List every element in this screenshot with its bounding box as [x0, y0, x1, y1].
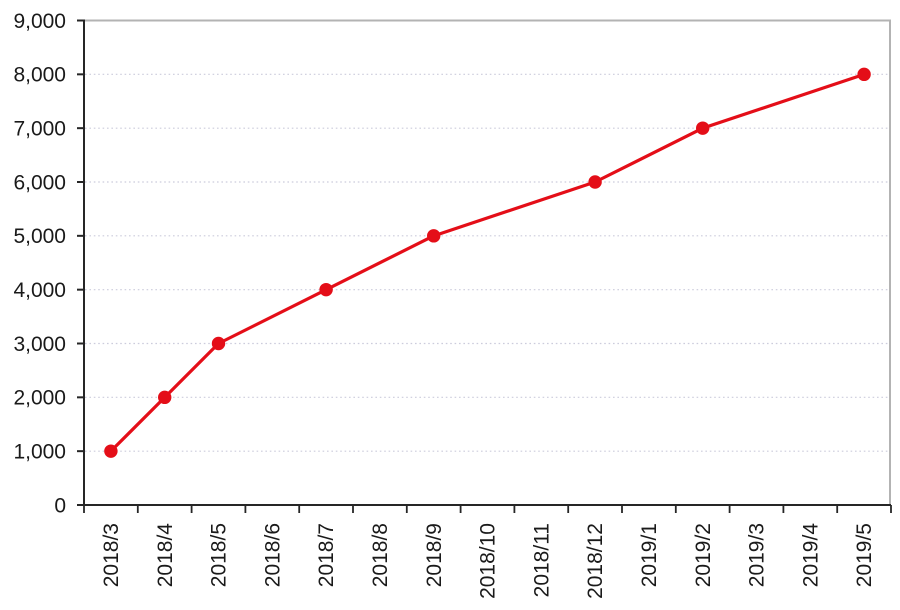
- y-axis-tick-label: 6,000: [13, 171, 66, 194]
- x-axis-tick-label: 2018/10: [477, 523, 500, 599]
- x-axis-tick-label: 2018/7: [315, 523, 338, 587]
- x-axis-tick-label: 2018/11: [530, 523, 553, 597]
- x-axis-tick-label: 2019/3: [746, 523, 769, 587]
- x-axis-tick-label: 2019/4: [799, 523, 822, 588]
- y-axis-tick-label: 9,000: [13, 10, 66, 33]
- y-axis-tick-label: 2,000: [13, 387, 66, 410]
- y-axis-tick-label: 5,000: [13, 225, 66, 248]
- x-axis-tick-label: 2018/3: [100, 523, 123, 587]
- data-point: [104, 444, 118, 458]
- data-point: [211, 336, 226, 351]
- data-point: [588, 175, 602, 189]
- data-point: [158, 390, 172, 405]
- x-axis-tick-label: 2018/8: [369, 523, 392, 587]
- x-axis-tick-label: 2019/1: [638, 523, 661, 587]
- x-axis-tick-label: 2018/4: [154, 523, 177, 588]
- y-axis-tick-label: 0: [54, 494, 66, 517]
- x-axis-tick-label: 2018/5: [208, 523, 231, 587]
- data-point: [857, 67, 871, 82]
- x-axis-tick-label: 2018/6: [261, 523, 284, 587]
- series-line: [109, 72, 866, 453]
- y-axis-tick-label: 8,000: [13, 64, 66, 87]
- data-point: [427, 229, 441, 243]
- y-axis-tick-label: 4,000: [13, 279, 66, 302]
- data-point: [319, 282, 333, 297]
- x-axis-tick-label: 2018/12: [584, 523, 607, 599]
- x-axis-tick-label: 2019/5: [853, 523, 876, 587]
- y-axis-tick-label: 7,000: [13, 118, 66, 141]
- data-point: [696, 121, 710, 135]
- y-axis-tick-label: 3,000: [13, 333, 66, 356]
- plot-area: [84, 20, 891, 505]
- x-axis-tick-label: 2018/9: [423, 523, 446, 587]
- x-axis-tick-label: 2019/2: [692, 523, 715, 587]
- y-axis-tick-label: 1,000: [13, 441, 66, 464]
